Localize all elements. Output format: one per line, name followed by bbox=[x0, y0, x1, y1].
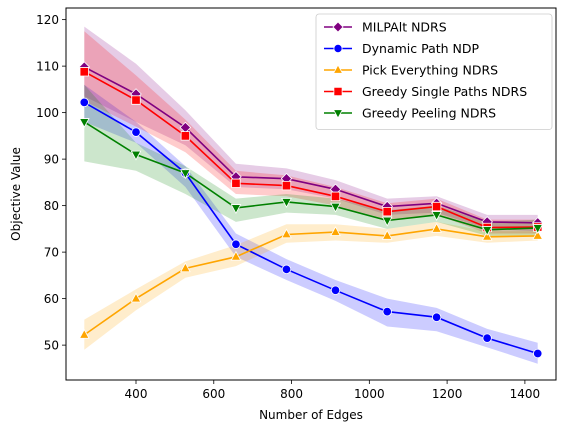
point-series-1-1 bbox=[131, 127, 141, 137]
point-series-1-8 bbox=[482, 333, 492, 343]
y-tick-label-2: 70 bbox=[44, 245, 59, 259]
legend-marker-1 bbox=[333, 44, 343, 54]
point-series-3-4 bbox=[281, 180, 292, 191]
x-tick-label-3: 1000 bbox=[354, 387, 385, 401]
point-series-4-7 bbox=[431, 211, 442, 221]
y-tick-label-6: 110 bbox=[36, 59, 59, 73]
legend-marker-0 bbox=[332, 21, 344, 33]
line-series-2 bbox=[83, 228, 538, 336]
line-series-1 bbox=[83, 101, 538, 355]
point-series-2-2 bbox=[180, 262, 191, 273]
y-tick-label-7: 120 bbox=[36, 13, 59, 27]
point-series-2-6 bbox=[381, 229, 393, 240]
point-series-4-2 bbox=[180, 169, 191, 180]
band-series-4 bbox=[84, 84, 538, 236]
point-series-1-7 bbox=[431, 312, 442, 322]
point-series-2-7 bbox=[431, 222, 442, 233]
point-series-2-5 bbox=[330, 226, 341, 236]
y-axis-label: Objective Value bbox=[9, 147, 23, 241]
point-series-2-9 bbox=[532, 229, 544, 240]
x-tick-label-5: 1400 bbox=[510, 387, 541, 401]
band-series-2 bbox=[84, 221, 538, 350]
point-series-3-1 bbox=[131, 95, 141, 105]
legend-label-2: Pick Everything NDRS bbox=[362, 63, 498, 78]
legend-marker-4 bbox=[332, 109, 344, 119]
legend-label-4: Greedy Peeling NDRS bbox=[362, 106, 496, 121]
y-tick-label-4: 90 bbox=[44, 152, 59, 166]
line-series-0 bbox=[83, 66, 538, 224]
point-series-4-9 bbox=[532, 224, 544, 234]
legend-label-3: Greedy Single Paths NDRS bbox=[362, 84, 527, 99]
point-series-1-9 bbox=[533, 348, 543, 359]
point-series-2-0 bbox=[78, 328, 90, 339]
point-series-4-5 bbox=[330, 202, 341, 213]
legend-marker-2 bbox=[332, 64, 344, 74]
band-series-1 bbox=[84, 84, 538, 364]
series-markers bbox=[78, 61, 544, 359]
point-series-4-1 bbox=[130, 150, 142, 161]
x-tick-label-0: 400 bbox=[125, 387, 148, 401]
legend-label-0: MILPAlt NDRS bbox=[362, 20, 447, 35]
line-series-4 bbox=[83, 121, 538, 231]
point-series-2-1 bbox=[130, 292, 142, 303]
band-series-3 bbox=[84, 31, 538, 234]
y-tick-label-5: 100 bbox=[36, 106, 59, 120]
legend-marker-3 bbox=[333, 87, 343, 96]
point-series-4-8 bbox=[481, 226, 493, 236]
point-series-1-5 bbox=[330, 285, 341, 295]
point-series-1-0 bbox=[79, 97, 89, 108]
y-tick-label-0: 50 bbox=[44, 338, 59, 352]
x-axis-ticks: 400 600 800 1000 1200 1400 bbox=[125, 380, 541, 401]
point-series-4-3 bbox=[230, 204, 242, 214]
x-tick-label-1: 600 bbox=[202, 387, 225, 401]
point-series-1-4 bbox=[281, 264, 292, 274]
series-lines bbox=[83, 66, 538, 355]
y-tick-label-3: 80 bbox=[44, 199, 59, 213]
plot-frame bbox=[65, 7, 557, 381]
line-series-3 bbox=[83, 70, 538, 229]
point-series-3-3 bbox=[231, 178, 241, 188]
point-series-2-3 bbox=[230, 250, 242, 261]
x-tick-label-4: 1200 bbox=[432, 387, 463, 401]
point-series-3-0 bbox=[79, 67, 89, 77]
legend: MILPAlt NDRS Dynamic Path NDP Pick Everyth… bbox=[315, 13, 553, 130]
point-series-4-4 bbox=[281, 198, 292, 208]
point-series-2-4 bbox=[281, 228, 292, 239]
point-series-3-5 bbox=[330, 191, 341, 201]
x-axis-label: Number of Edges bbox=[259, 408, 363, 422]
point-series-3-7 bbox=[431, 201, 442, 212]
point-series-2-8 bbox=[481, 230, 493, 241]
y-tick-label-1: 60 bbox=[44, 292, 59, 306]
legend-label-1: Dynamic Path NDP bbox=[362, 41, 480, 56]
point-series-3-6 bbox=[382, 207, 392, 217]
point-series-1-6 bbox=[382, 306, 392, 317]
legend-box bbox=[315, 13, 553, 130]
point-series-4-6 bbox=[381, 216, 393, 227]
x-tick-label-2: 800 bbox=[280, 387, 303, 401]
point-series-4-0 bbox=[78, 118, 90, 128]
point-series-1-3 bbox=[231, 239, 241, 249]
y-axis-ticks: 50 60 70 80 90 100 110 120 bbox=[36, 13, 66, 352]
point-series-3-2 bbox=[180, 131, 191, 141]
